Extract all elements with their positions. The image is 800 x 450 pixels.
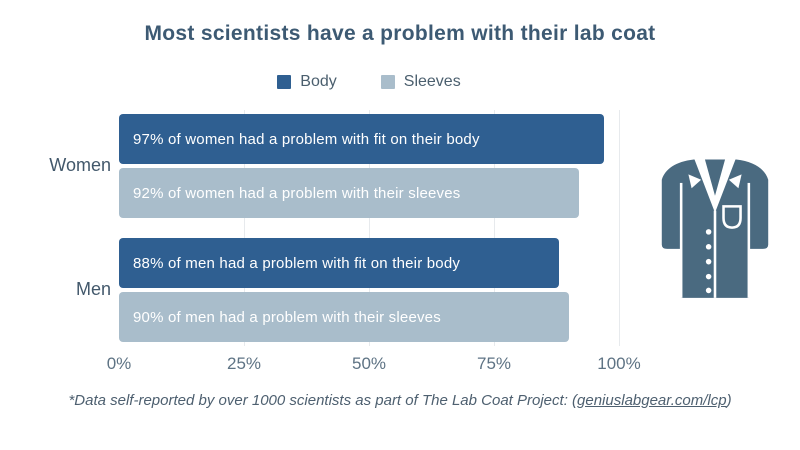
bar-label: 92% of women had a problem with their sl…: [133, 184, 461, 202]
coat-seam-right: [747, 182, 751, 298]
x-axis-tick: 75%: [476, 354, 512, 373]
legend-item-body: Body: [277, 73, 337, 91]
coat-button: [705, 287, 712, 294]
category-label-men: Men: [75, 279, 111, 299]
footnote-text-prefix: *Data self-reported by over 1000 scienti…: [68, 392, 578, 409]
x-axis-tick: 0%: [106, 354, 132, 373]
bar-chart-plot-area: 97% of women had a problem with fit on t…: [49, 110, 641, 373]
coat-button: [705, 258, 712, 265]
bar-men-body: 88% of men had a problem with fit on the…: [119, 238, 559, 288]
footnote-text-suffix: ): [726, 392, 732, 409]
gridline-75: [494, 110, 495, 346]
chart-legend: Body Sleeves: [119, 72, 619, 92]
coat-button: [705, 229, 712, 235]
coat-pocket: [722, 205, 742, 229]
bar-label: 90% of men had a problem with their slee…: [133, 308, 441, 326]
coat-seam-left: [679, 182, 683, 298]
coat-lapel-notch-left: [688, 174, 702, 189]
legend-item-sleeves: Sleeves: [380, 73, 461, 91]
legend-swatch-sleeves: [380, 75, 395, 89]
coat-lapel-notch-right: [728, 174, 742, 189]
bar-women-body: 97% of women had a problem with fit on t…: [119, 114, 604, 164]
lab-coat-icon: [661, 157, 769, 298]
chart-title: Most scientists have a problem with thei…: [144, 22, 656, 45]
coat-button: [705, 273, 712, 280]
bar-label: 97% of women had a problem with fit on t…: [133, 130, 480, 148]
footnote-link[interactable]: geniuslabgear.com/lcp: [577, 392, 727, 409]
gridline-25: [244, 110, 245, 346]
x-axis-tick: 25%: [226, 354, 262, 373]
coat-collar: [693, 157, 737, 213]
legend-label: Sleeves: [403, 73, 461, 90]
legend-swatch-body: [277, 75, 292, 89]
x-axis-tick: 50%: [351, 354, 387, 373]
footnote: *Data self-reported by over 1000 scienti…: [0, 392, 800, 409]
legend-label: Body: [300, 73, 337, 90]
coat-placket: [713, 210, 717, 298]
category-label-women: Women: [49, 155, 111, 175]
bar-label: 88% of men had a problem with fit on the…: [133, 254, 461, 272]
gridline-50: [369, 110, 370, 346]
bar-women-sleeves: 92% of women had a problem with their sl…: [119, 168, 579, 218]
bar-men-sleeves: 90% of men had a problem with their slee…: [119, 292, 569, 342]
x-axis-tick: 100%: [597, 354, 641, 373]
gridline-100: [619, 110, 620, 346]
coat-button: [705, 244, 712, 250]
